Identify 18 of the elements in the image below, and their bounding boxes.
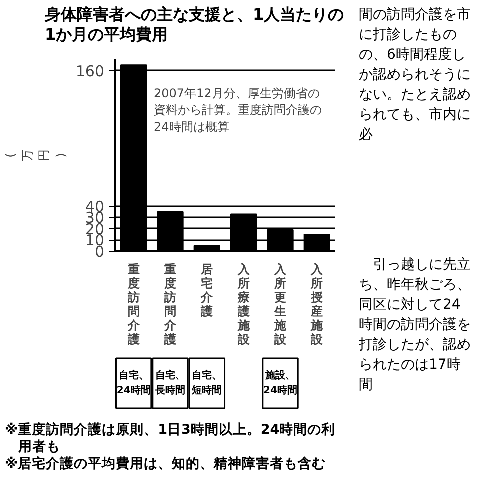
y-axis-title: (万円) — [3, 150, 68, 162]
text: 自宅、長時間 — [154, 369, 186, 397]
text: 2007年12月分、厚生労働省の資料から計算。重度訪問介護の24時間は概算 — [154, 86, 322, 134]
text: 引っ越しに先立ち、昨年秋ごろ、同区に対して24時間の訪問介護を打診したが、認められたのは17時間 — [359, 256, 471, 395]
text: 間の訪問介護を市に打診したものの、6時間程度しか認められそうにない。たとえ認められても、市内に必 — [359, 6, 471, 145]
text: ※居宅介護の平均費用は、知的、精神障害者も含む — [5, 456, 328, 473]
x-tick-label: 入所授産施設 — [310, 262, 324, 346]
text: 自宅、24時間 — [116, 369, 151, 397]
x-tick-label: 居宅介護 — [200, 262, 214, 318]
y-tick-label: 160 — [76, 62, 105, 80]
chart-title: 身体障害者への主な支援と、1人当たりの1か月の平均費用 — [45, 5, 345, 45]
x-tick-label: 重度訪問介護 — [164, 262, 178, 346]
text: 自宅、短時間 — [191, 369, 222, 397]
x-tick-label: 入所療護施設 — [236, 262, 251, 346]
x-tick-label: 重度訪問介護 — [126, 262, 141, 346]
x-tick-label: 入所更生施設 — [274, 262, 288, 346]
text: 施設、24時間 — [264, 369, 298, 397]
text: ※重度訪問介護は原則、1日3時間以上。24時間の利用者も — [5, 422, 337, 456]
